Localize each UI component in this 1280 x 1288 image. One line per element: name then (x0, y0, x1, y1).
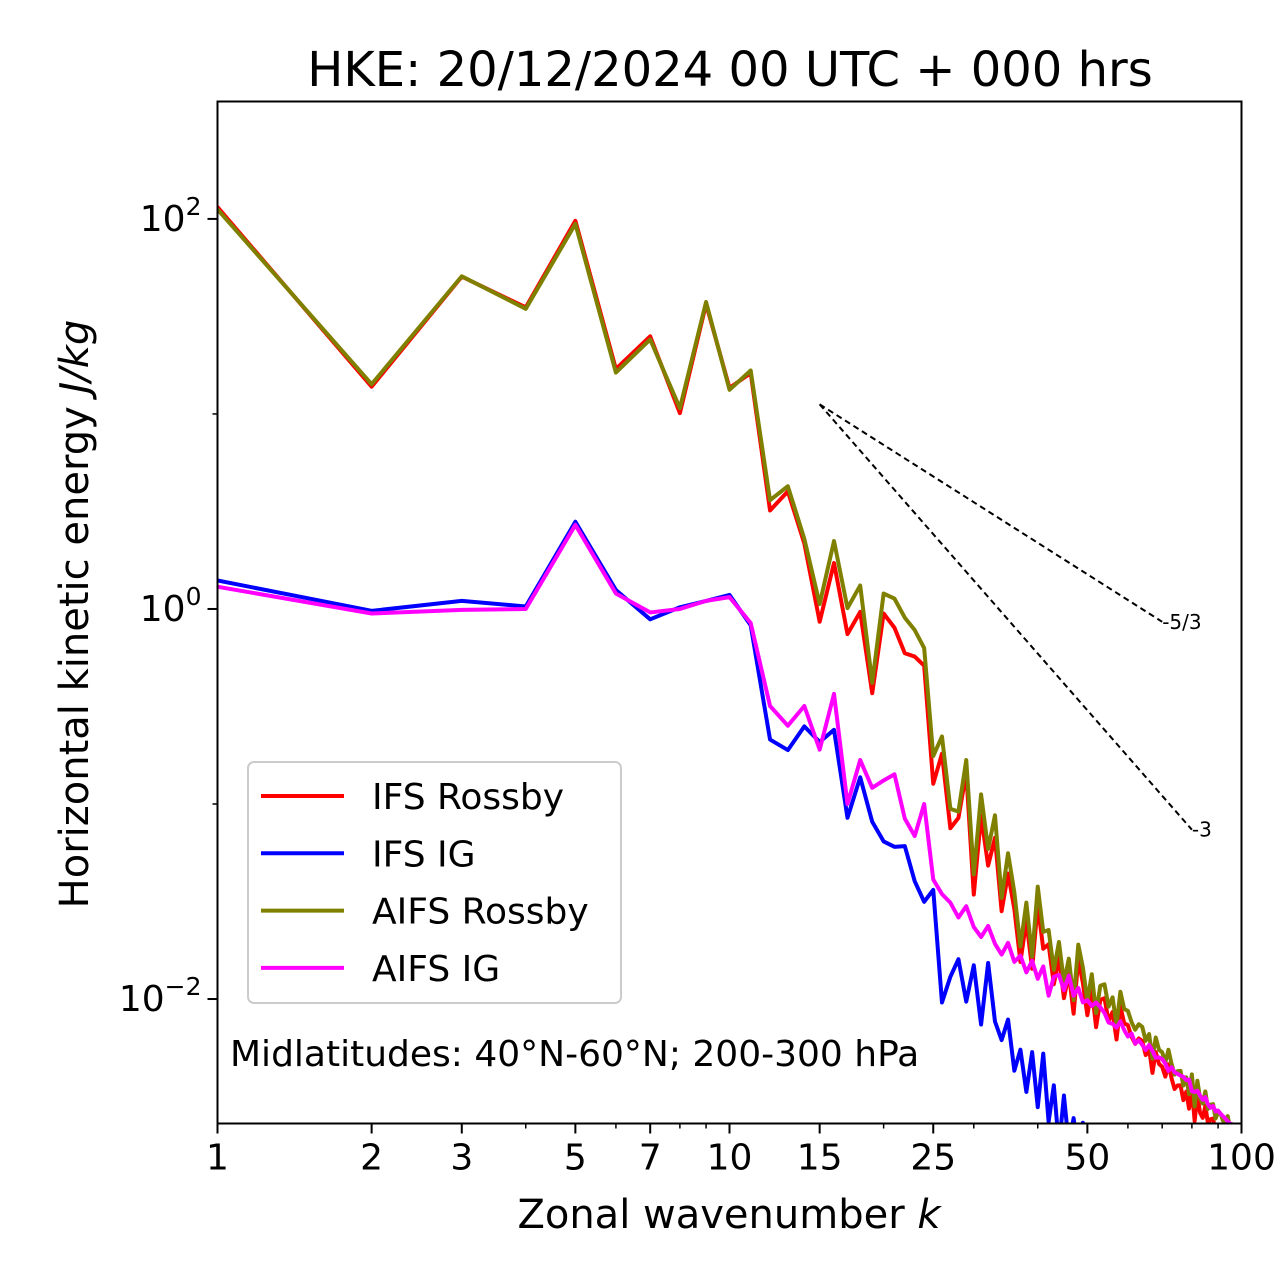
y-tick-base: 10 (140, 589, 186, 630)
y-tick-label: 100 (140, 582, 202, 630)
legend-label: AIFS IG (372, 949, 500, 990)
x-tick-label: 15 (797, 1138, 843, 1179)
x-axis-label-text: Zonal wavenumber (517, 1192, 917, 1238)
reference-slope-line (818, 403, 1193, 831)
region-annotation: Midlatitudes: 40°N-60°N; 200-300 hPa (230, 1034, 919, 1075)
y-axis-label-unit: J/kg (52, 320, 98, 401)
x-axis-label: Zonal wavenumber k (517, 1192, 942, 1238)
reference-slope-label: -3 (1192, 818, 1212, 842)
legend-box (247, 761, 622, 1004)
y-axis-label: Horizontal kinetic energy J/kg (52, 320, 98, 909)
x-tick-label: 50 (1064, 1138, 1110, 1179)
legend-label: AIFS Rossby (372, 892, 589, 933)
series-line-aifs-ig (217, 522, 1235, 1124)
plot-area: -5/3 -3 (217, 205, 1235, 1124)
reference-slope-label: -5/3 (1162, 610, 1201, 634)
y-tick-exponent: −2 (165, 972, 202, 1001)
x-tick-label: 25 (910, 1138, 956, 1179)
x-tick-label: 100 (1207, 1138, 1276, 1179)
x-tick-label: 1 (206, 1138, 229, 1179)
x-tick-label: 2 (360, 1138, 383, 1179)
reference-slope-line (819, 403, 1163, 623)
x-tick-label: 7 (639, 1138, 662, 1179)
y-tick-base: 10 (140, 199, 186, 240)
legend-label: IFS IG (372, 834, 476, 875)
y-tick-label: 102 (140, 192, 202, 240)
series-line-ifs-ig (217, 519, 1085, 1124)
y-tick-exponent: 2 (186, 192, 202, 221)
x-axis-label-var: k (917, 1192, 942, 1238)
y-tick-exponent: 0 (186, 582, 202, 611)
x-tick-label: 5 (564, 1138, 587, 1179)
y-axis-label-text: Horizontal kinetic energy (52, 394, 98, 909)
x-tick-label: 10 (707, 1138, 753, 1179)
x-tick-label: 3 (450, 1138, 473, 1179)
legend-label: IFS Rossby (372, 777, 564, 818)
y-tick-label: 10−2 (119, 972, 202, 1020)
legend: IFS Rossby IFS IG AIFS Rossby AIFS IG (247, 761, 622, 1004)
chart-title: HKE: 20/12/2024 00 UTC + 000 hrs (307, 42, 1153, 98)
y-tick-base: 10 (119, 979, 165, 1020)
